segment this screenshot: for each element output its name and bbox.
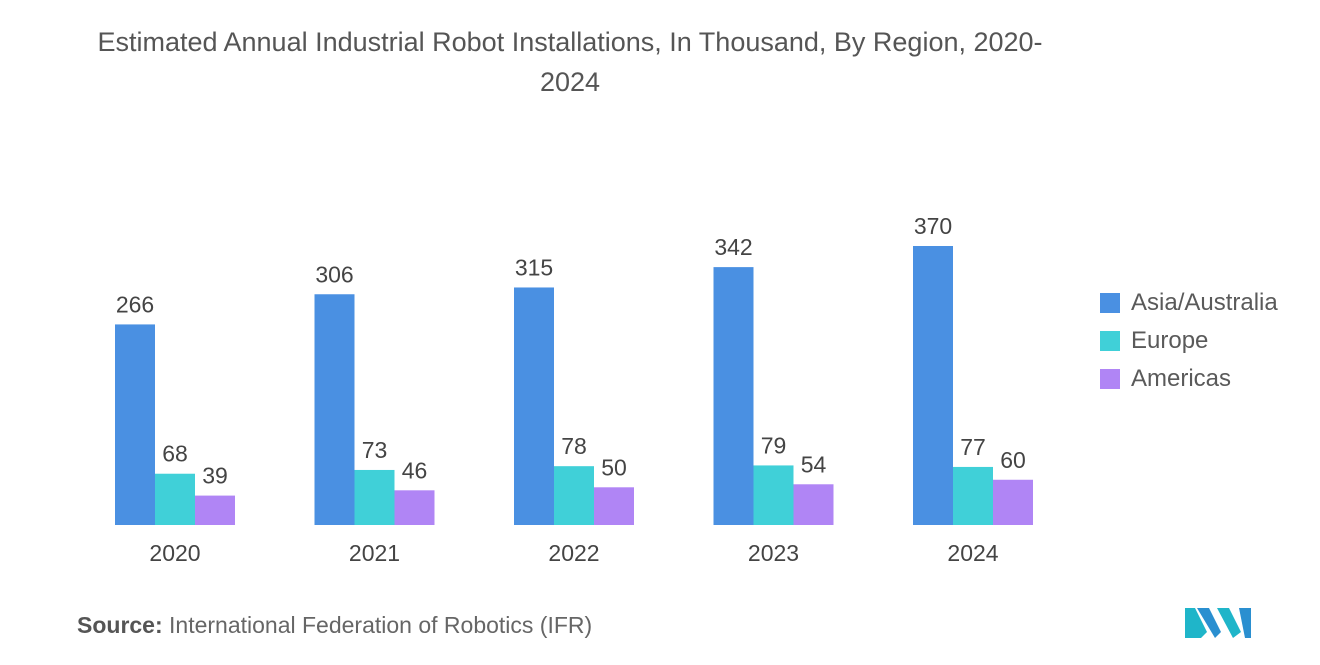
legend-swatch-americas [1100,369,1120,389]
legend-label-americas: Americas [1131,365,1232,392]
bar-americas-2021 [394,490,435,525]
x-tick-label-2021: 2021 [349,540,400,566]
data-label-americas-2020: 39 [202,463,228,489]
data-label-europe-2022: 78 [561,433,587,459]
legend: Asia/Australia Europe Americas [1100,284,1278,398]
bar-europe-2021 [354,469,395,525]
x-tick-label-2024: 2024 [947,540,998,566]
bar-europe-2022 [554,466,594,525]
x-tick-label-2022: 2022 [548,540,599,566]
legend-item-asia: Asia/Australia [1100,284,1278,322]
legend-item-europe: Europe [1100,322,1278,360]
bar-americas-2020 [195,495,235,525]
data-label-asia-2024: 370 [914,213,952,239]
legend-swatch-asia [1100,293,1120,313]
bar-asia-2023 [713,267,754,525]
data-label-americas-2024: 60 [1000,447,1026,473]
data-label-asia-2020: 266 [116,291,154,317]
bar-asia-2022 [514,287,554,525]
source-text: International Federation of Robotics (IF… [169,612,593,638]
data-label-americas-2021: 46 [402,457,428,483]
legend-item-americas: Americas [1100,360,1278,398]
bar-europe-2023 [753,465,794,525]
bar-asia-2020 [115,324,155,525]
data-label-europe-2021: 73 [362,437,388,463]
bar-americas-2023 [793,484,834,525]
source-note: Source: International Federation of Robo… [77,612,592,639]
chart-title: Estimated Annual Industrial Robot Instal… [97,27,1043,97]
bar-asia-2024 [913,246,953,525]
data-label-americas-2022: 50 [601,454,627,480]
bar-americas-2024 [993,479,1033,525]
source-label: Source: [77,612,163,638]
bar-americas-2022 [594,487,634,525]
legend-swatch-europe [1100,331,1120,351]
data-label-asia-2021: 306 [315,261,353,287]
mordor-intelligence-logo-icon [1185,608,1251,638]
data-label-europe-2024: 77 [960,434,986,460]
x-tick-label-2020: 2020 [149,540,200,566]
legend-label-asia: Asia/Australia [1131,289,1278,316]
data-label-asia-2022: 315 [515,254,553,280]
data-label-europe-2020: 68 [162,441,188,467]
data-label-americas-2023: 54 [801,451,827,477]
x-tick-label-2023: 2023 [748,540,799,566]
data-label-asia-2023: 342 [714,234,752,260]
legend-label-europe: Europe [1131,327,1209,354]
bar-asia-2021 [314,294,355,525]
data-label-europe-2023: 79 [761,432,787,458]
bar-europe-2024 [953,466,993,525]
bar-europe-2020 [155,473,195,525]
